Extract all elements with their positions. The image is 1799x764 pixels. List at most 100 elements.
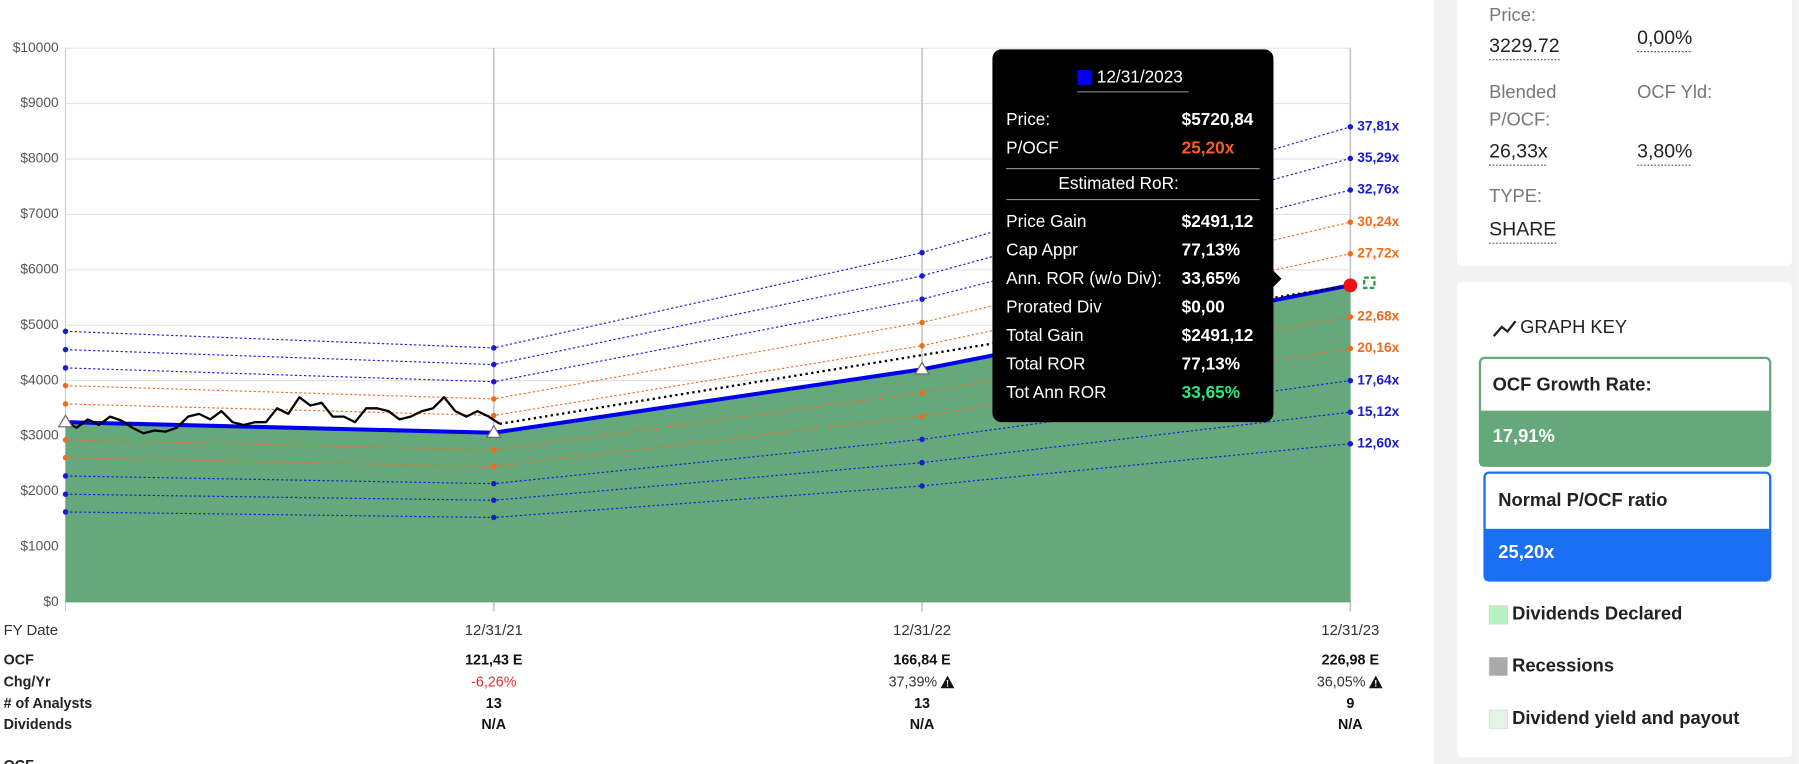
multiple-point (919, 273, 925, 279)
row-label: Dividends (4, 717, 73, 733)
table-cell: 13 (486, 696, 502, 712)
refresh-icon (1362, 276, 1376, 290)
table-cell: 166,84 E (893, 653, 950, 669)
multiple-point (491, 345, 497, 351)
current-marker (1343, 278, 1358, 293)
y-tick-label: $4000 (20, 372, 59, 387)
multiple-point (62, 473, 69, 479)
warning-icon (940, 675, 955, 689)
multiple-point (919, 483, 925, 489)
multiple-line (65, 411, 1351, 501)
multiple-line (65, 347, 1351, 468)
multiple-point (1347, 345, 1354, 352)
row-label: # of Analysts (4, 696, 93, 712)
tooltip-value: $2491,12 (1182, 211, 1254, 231)
tooltip-value: $0,00 (1182, 296, 1225, 316)
summary-value: 3,80% (1637, 141, 1692, 163)
table-cell: 13 (914, 696, 930, 712)
multiple-label: 22,68x (1357, 309, 1399, 324)
multiple-point (491, 361, 497, 368)
graph-key-title: GRAPH KEY (1520, 316, 1627, 337)
y-tick-label: $6000 (20, 261, 59, 276)
summary-label: Blended (1489, 81, 1556, 102)
graph-key-icon (1492, 320, 1517, 337)
multiple-point (919, 249, 925, 256)
tooltip-label: P/OCF (1006, 138, 1059, 158)
multiple-point (491, 514, 497, 521)
tooltip-label: Total Gain (1006, 325, 1083, 345)
tooltip-label: Price Gain (1006, 211, 1086, 231)
sidebar: Price: 3229.72 0,00% Blended P/OCF: OCF Yld: 2… (1434, 0, 1799, 764)
table-cell: N/A (481, 717, 506, 733)
multiple-point (62, 401, 69, 407)
summary-value: 3229.72 (1489, 35, 1560, 57)
legend-label: Dividend yield and payout (1512, 707, 1739, 728)
tooltip-value: 77,13% (1182, 240, 1240, 260)
table-cell: 9 (1346, 696, 1354, 712)
table-cell: 121,43 E (465, 653, 522, 669)
legend-swatch (1488, 605, 1508, 625)
multiple-point (919, 459, 925, 466)
multiple-point (919, 296, 925, 302)
multiple-point (919, 413, 925, 419)
multiple-label: 27,72x (1357, 245, 1399, 260)
multiple-point (62, 328, 69, 335)
warning-icon (1368, 675, 1383, 689)
data-table: OCF 121,43 E 166,84 E 226,98 E Chg/Yr -6,26% 3… (4, 653, 1383, 764)
tooltip-label: Prorated Div (1006, 296, 1102, 316)
multiple-label: 32,76x (1357, 182, 1399, 197)
multiple-point (491, 412, 497, 419)
multiple-point (62, 491, 69, 497)
price-line (65, 396, 501, 435)
multiple-point (1347, 441, 1354, 447)
tooltip-date: 12/31/2023 (1097, 67, 1183, 87)
multiple-point (491, 497, 497, 504)
multiple-point (491, 480, 497, 487)
legend-swatch (1488, 709, 1508, 729)
tooltip-label: Price: (1006, 109, 1050, 129)
multiple-label: 17,64x (1357, 372, 1399, 387)
multiple-label: 15,12x (1357, 404, 1399, 419)
normal-label: Normal P/OCF ratio (1498, 489, 1667, 510)
estimate-marker (914, 361, 930, 375)
summary-value: 0,00% (1637, 27, 1692, 49)
tooltip-value: 33,65% (1182, 268, 1240, 288)
y-tick-label: $7000 (20, 206, 59, 221)
multiple-point (1347, 314, 1354, 320)
normal-box (1483, 471, 1772, 582)
multiple-label: 35,29x (1357, 150, 1399, 165)
legend-swatch (1488, 657, 1508, 676)
tooltip-swatch (1077, 69, 1093, 85)
table-cell: N/A (1338, 717, 1363, 733)
table-cell: 226,98 E (1322, 653, 1379, 669)
y-tick-label: $2000 (20, 483, 59, 498)
table-cell: 37,39% (889, 674, 938, 690)
tooltip-box (992, 49, 1274, 423)
x-tick-label: 12/31/23 (1321, 623, 1379, 639)
row-label: OCF (4, 653, 34, 669)
estimate-marker (485, 424, 502, 438)
y-tick-label: $10000 (13, 40, 59, 55)
multiple-point (919, 436, 925, 443)
tooltip-subtitle: Estimated RoR: (1058, 173, 1178, 193)
multiple-point (62, 346, 69, 353)
multiple-label: 20,16x (1357, 340, 1399, 355)
y-tick-label: $3000 (20, 428, 59, 443)
x-tick-label: 12/31/21 (465, 623, 523, 639)
growth-label: OCF Growth Rate: (1493, 373, 1652, 394)
tooltip-label: Ann. ROR (w/o Div): (1006, 268, 1162, 288)
row-label: Chg/Yr (4, 674, 51, 690)
normal-value: 25,20x (1498, 541, 1555, 562)
multiple-point (491, 378, 497, 385)
multiple-label: 12,60x (1357, 435, 1399, 450)
multiple-point (919, 319, 925, 326)
footer-label: OCF (4, 758, 34, 764)
multiple-point (62, 437, 69, 443)
multiple-label: 30,24x (1357, 214, 1399, 229)
growth-box (1478, 356, 1772, 467)
growth-value: 17,91% (1493, 425, 1555, 446)
growth-fill (1479, 410, 1771, 466)
y-tick-label: $9000 (20, 95, 59, 110)
warning-mark: ! (946, 679, 949, 689)
tooltip-value: 33,65% (1182, 382, 1240, 402)
